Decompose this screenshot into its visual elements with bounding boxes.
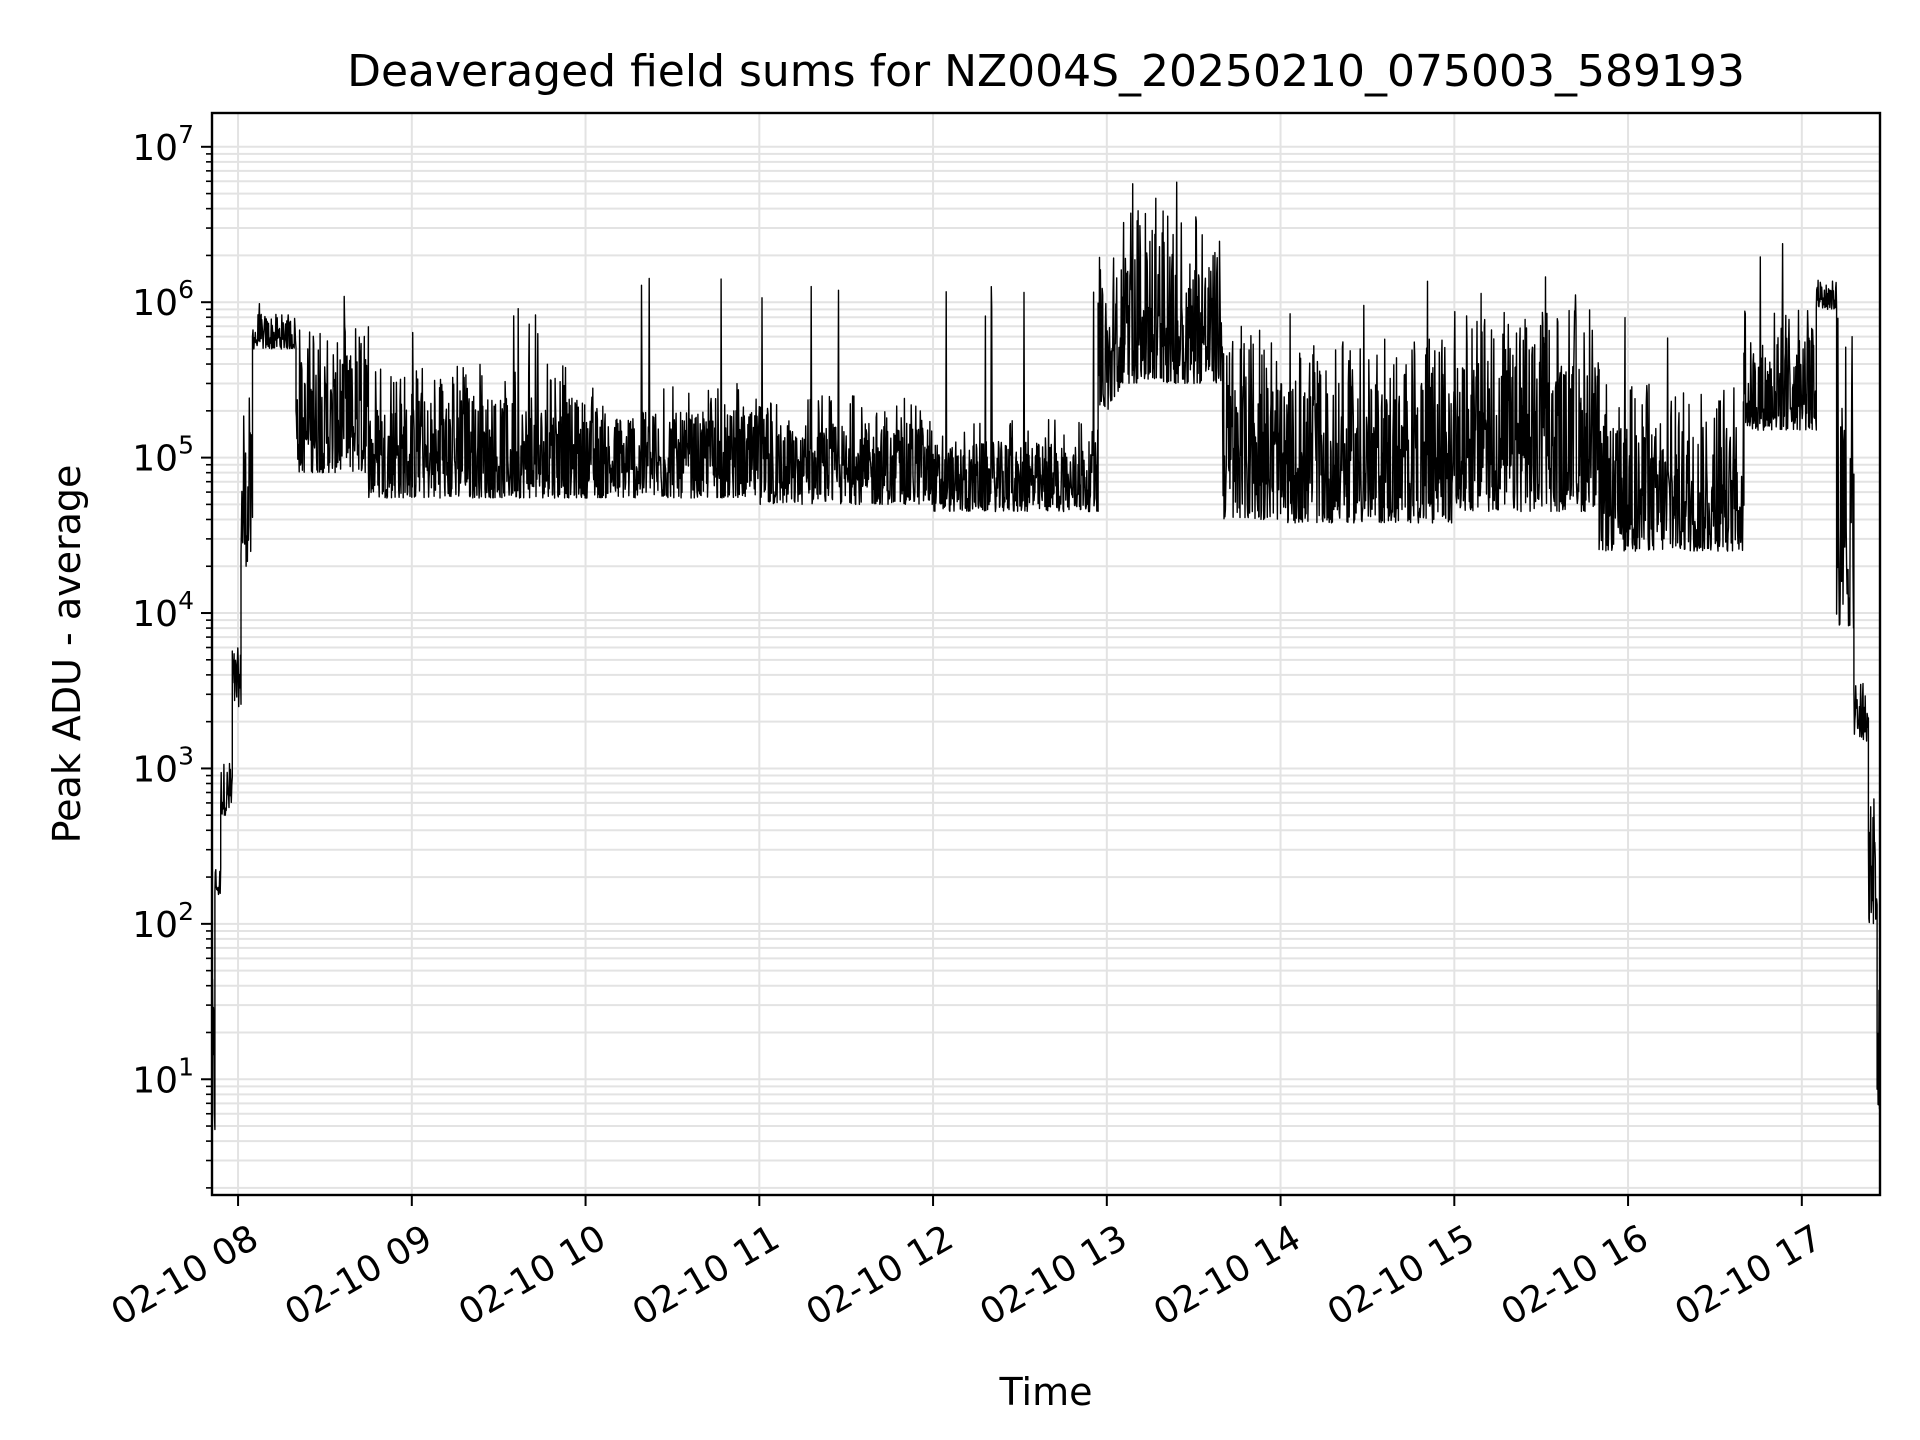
y-tick-exponent: 5 xyxy=(178,431,194,460)
y-tick-base: 10 xyxy=(132,439,178,480)
x-axis-label: Time xyxy=(999,1370,1093,1414)
chart-title: Deaveraged field sums for NZ004S_2025021… xyxy=(347,46,1745,97)
y-tick-exponent: 3 xyxy=(178,741,194,770)
y-tick-base: 10 xyxy=(132,905,178,946)
data-series-line xyxy=(211,181,1881,1131)
y-tick-base: 10 xyxy=(132,128,178,169)
y-tick-exponent: 2 xyxy=(178,897,194,926)
y-tick-base: 10 xyxy=(132,283,178,324)
y-tick-label: 104 xyxy=(132,586,194,635)
y-tick-label: 106 xyxy=(132,275,194,324)
y-tick-base: 10 xyxy=(132,594,178,635)
y-tick-base: 10 xyxy=(132,1060,178,1101)
plot-frame xyxy=(210,111,1882,1197)
y-tick-exponent: 7 xyxy=(178,120,194,149)
y-tick-exponent: 6 xyxy=(178,275,194,304)
y-axis-label: Peak ADU - average xyxy=(45,465,89,844)
y-tick-label: 107 xyxy=(132,120,194,169)
y-tick-exponent: 4 xyxy=(178,586,194,615)
y-tick-label: 105 xyxy=(132,431,194,480)
y-tick-base: 10 xyxy=(132,749,178,790)
y-tick-label: 103 xyxy=(132,741,194,790)
y-tick-label: 102 xyxy=(132,897,194,946)
y-tick-label: 101 xyxy=(132,1052,194,1101)
y-tick-exponent: 1 xyxy=(178,1052,194,1081)
series-layer xyxy=(211,181,1881,1131)
